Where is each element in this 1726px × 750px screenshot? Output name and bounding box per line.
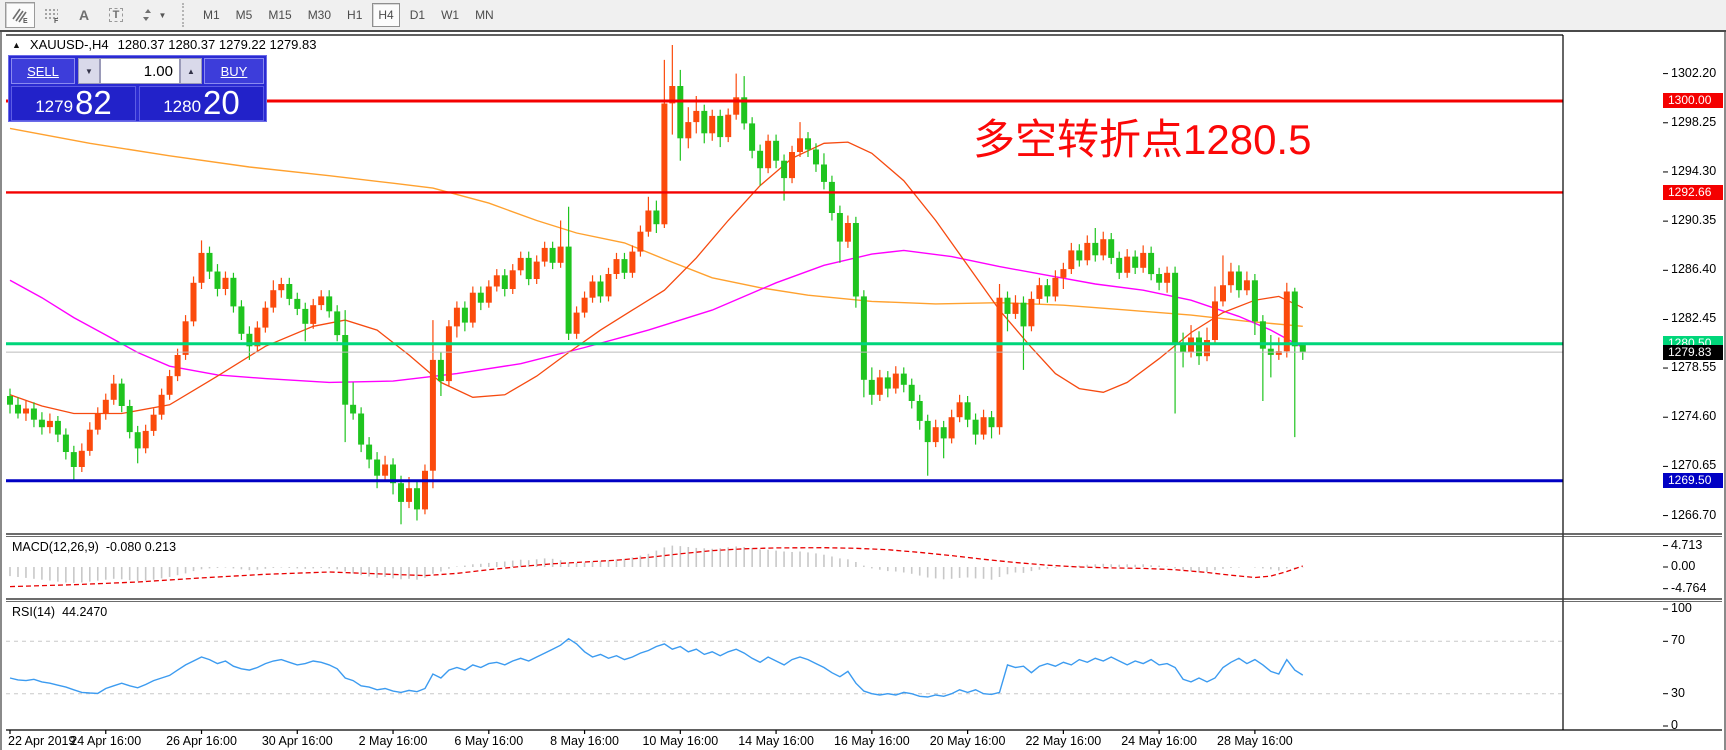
time-axis-label: 30 Apr 16:00 <box>261 734 333 748</box>
macd-axis-label: 4.713 <box>1671 537 1703 552</box>
toolbar-separator <box>182 3 189 27</box>
price-axis-label: 1290.35 <box>1671 213 1717 228</box>
candlestick-series <box>7 45 1306 525</box>
time-axis-label: 28 May 16:00 <box>1217 734 1293 748</box>
buy-price-main: 1280 <box>163 97 202 116</box>
macd-values: -0.080 0.213 <box>105 540 177 554</box>
dropdown-caret-icon: ▼ <box>158 10 167 20</box>
timeframe-m30-button[interactable]: M30 <box>307 8 332 22</box>
ohlc-values: 1280.37 1280.37 1279.22 1279.83 <box>117 37 317 52</box>
chart-borders <box>6 34 1722 734</box>
arrows-icon <box>140 7 156 23</box>
equidistant-channel-icon: E <box>11 6 29 24</box>
timeframe-bar: M1 M5 M15 M30 H1 H4 D1 W1 MN <box>195 3 502 27</box>
fibonacci-tool-button[interactable]: F <box>37 2 67 28</box>
time-axis-label: 26 Apr 16:00 <box>166 734 237 748</box>
time-axis-label: 22 Apr 2019 <box>8 734 76 748</box>
text-tool-icon: A <box>78 7 90 23</box>
time-axis-label: 24 Apr 16:00 <box>70 734 142 748</box>
timeframe-m1-button[interactable]: M1 <box>203 8 220 22</box>
rsi-axis-label: 70 <box>1671 633 1685 648</box>
svg-text:E: E <box>23 18 28 24</box>
timeframe-m5-button[interactable]: M5 <box>235 8 253 22</box>
volume-input[interactable] <box>100 58 180 84</box>
price-badge-1300.00: 1300.00 <box>1663 93 1723 109</box>
price-axis-label: 1266.70 <box>1671 507 1717 522</box>
time-axis-label: 22 May 16:00 <box>1025 734 1102 748</box>
arrow-objects-button[interactable]: ▼ <box>133 2 173 28</box>
symbol-title: XAUUSD-,H4 <box>29 37 109 52</box>
stepper-up-icon: ▲ <box>187 66 195 76</box>
buy-button[interactable]: BUY <box>204 58 264 84</box>
medium-ma <box>9 249 1304 384</box>
time-axis-label: 20 May 16:00 <box>929 734 1006 748</box>
moving-averages <box>9 127 1304 415</box>
rsi-axis-label: 0 <box>1671 718 1678 732</box>
svg-text:F: F <box>54 18 59 24</box>
sell-price-display[interactable]: 1279 82 <box>11 86 136 121</box>
fibonacci-icon: F <box>43 6 61 24</box>
time-axis-label: 16 May 16:00 <box>833 734 910 748</box>
collapse-panel-icon[interactable]: ▲ <box>12 39 21 50</box>
price-axis-label: 1298.25 <box>1671 114 1717 129</box>
rsi-line <box>9 637 1304 698</box>
rsi-axis-label: 30 <box>1671 685 1685 700</box>
rsi-value: 44.2470 <box>62 605 108 619</box>
buy-price-pips: 20 <box>203 84 240 121</box>
equidistant-channel-tool-button[interactable]: E <box>5 2 35 28</box>
sell-price-main: 1279 <box>35 97 74 116</box>
macd-axis-label: 0.00 <box>1671 559 1696 573</box>
volume-increase-button[interactable]: ▲ <box>180 58 202 84</box>
price-axis-label: 1270.65 <box>1671 458 1717 473</box>
price-axis-label: 1294.30 <box>1671 163 1717 178</box>
timeframe-h4-button[interactable]: H4 <box>372 3 400 27</box>
macd-label: MACD(12,26,9) -0.080 0.213 <box>12 540 177 554</box>
time-axis-label: 8 May 16:00 <box>550 734 619 748</box>
time-axis-label: 14 May 16:00 <box>738 734 814 748</box>
time-axis-label: 24 May 16:00 <box>1121 734 1197 748</box>
rsi-indicator <box>6 637 1563 698</box>
time-axis-label: 6 May 16:00 <box>454 734 524 748</box>
slow-ma <box>9 127 1303 327</box>
rsi-label: RSI(14) 44.2470 <box>12 605 108 619</box>
buy-price-display[interactable]: 1280 20 <box>139 86 264 121</box>
chart-header: ▲ XAUUSD-,H4 1280.37 1280.37 1279.22 127… <box>12 37 316 52</box>
volume-decrease-button[interactable]: ▼ <box>78 58 100 84</box>
stepper-down-icon: ▼ <box>85 66 93 76</box>
timeframe-w1-button[interactable]: W1 <box>441 8 460 22</box>
price-axis-label: 1302.20 <box>1671 65 1717 80</box>
sell-price-pips: 82 <box>75 84 112 121</box>
timeframe-m15-button[interactable]: M15 <box>268 8 292 22</box>
price-axis-label: 1274.60 <box>1671 409 1717 424</box>
price-badge-1292.66: 1292.66 <box>1663 184 1723 200</box>
time-axis-label: 10 May 16:00 <box>642 734 719 748</box>
toolbar: E F A T <box>0 0 1726 32</box>
price-axis-label: 1282.45 <box>1671 311 1717 326</box>
price-axis-label: 1286.40 <box>1671 262 1717 277</box>
rsi-axis-label: 100 <box>1671 601 1692 615</box>
fast-ma <box>9 141 1304 415</box>
annotation-text[interactable]: 多空转折点1280.5 <box>973 116 1312 163</box>
sell-button[interactable]: SELL <box>11 58 75 84</box>
text-label-icon: T <box>108 8 124 22</box>
timeframe-d1-button[interactable]: D1 <box>409 8 426 22</box>
time-axis-label: 2 May 16:00 <box>358 734 428 748</box>
macd-axis-label: -4.764 <box>1671 580 1707 595</box>
macd-indicator <box>9 545 1304 588</box>
timeframe-mn-button[interactable]: MN <box>475 8 494 22</box>
price-badge-1279.83: 1279.83 <box>1663 344 1723 360</box>
chart-window <box>0 32 1726 750</box>
one-click-trading-panel: SELL ▼ ▲ BUY 1279 82 1280 20 <box>8 55 267 122</box>
price-axis-label: 1278.55 <box>1671 360 1717 375</box>
text-tool-button[interactable]: A <box>69 2 99 28</box>
text-label-tool-button[interactable]: T <box>101 2 131 28</box>
timeframe-h1-button[interactable]: H1 <box>347 8 363 22</box>
price-badge-1269.50: 1269.50 <box>1663 473 1723 489</box>
